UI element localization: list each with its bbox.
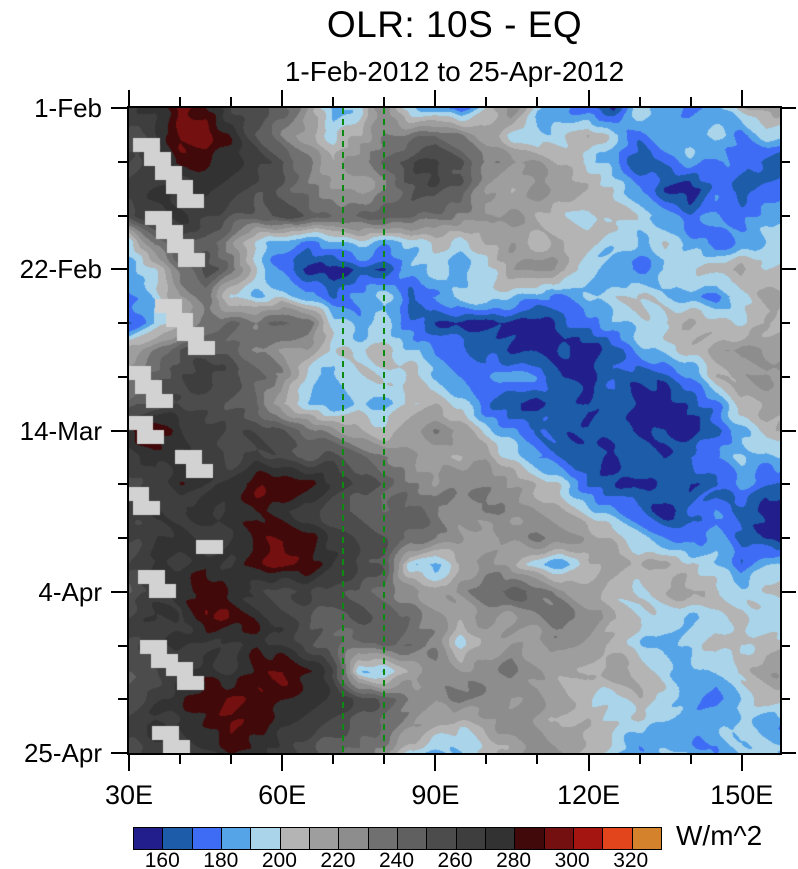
y-major-tick xyxy=(111,429,127,432)
y-major-tick xyxy=(111,752,127,754)
colorbar-cell-6 xyxy=(308,828,339,849)
x-minor-tick xyxy=(332,97,335,106)
colorbar-cell-11 xyxy=(455,828,485,849)
y-major-tick xyxy=(782,268,796,271)
colorbar-tick-label-220: 220 xyxy=(320,849,356,869)
y-major-tick xyxy=(782,107,796,109)
x-major-tick xyxy=(128,90,130,106)
y-major-tick xyxy=(111,590,127,593)
colorbar-cell-8 xyxy=(367,828,397,849)
y-axis-label-25-apr: 25-Apr xyxy=(23,738,102,768)
colorbar-tick-label-280: 280 xyxy=(496,849,532,869)
y-axis-label-22-feb: 22-Feb xyxy=(19,254,102,285)
colorbar-tick-label-260: 260 xyxy=(437,849,473,869)
x-minor-tick xyxy=(383,97,386,106)
y-minor-tick xyxy=(782,322,790,324)
x-major-tick xyxy=(740,755,743,771)
x-minor-tick xyxy=(230,97,233,106)
x-axis-label-90e: 90E xyxy=(411,780,460,810)
colorbar-cell-12 xyxy=(484,828,515,849)
x-minor-tick xyxy=(485,755,488,764)
plot-frame xyxy=(127,106,782,755)
colorbar-cell-1 xyxy=(162,828,192,849)
y-major-tick xyxy=(111,268,127,271)
x-axis-label-120e: 120E xyxy=(556,780,621,810)
colorbar-cell-9 xyxy=(396,828,427,849)
colorbar-cell-16 xyxy=(602,828,632,849)
x-minor-tick xyxy=(689,97,692,106)
y-axis-label-14-mar: 14-Mar xyxy=(19,415,102,446)
y-minor-tick xyxy=(118,160,127,163)
x-axis-label-30e: 30E xyxy=(104,780,154,810)
y-minor-tick xyxy=(782,375,790,378)
x-major-tick xyxy=(128,755,130,771)
y-minor-tick xyxy=(118,375,127,378)
colorbar-cell-13 xyxy=(514,828,544,849)
plot-subtitle: 1-Feb-2012 to 25-Apr-2012 xyxy=(284,56,625,87)
page-title: OLR: 10S - EQ xyxy=(326,4,583,45)
x-minor-tick xyxy=(179,97,182,106)
y-minor-tick xyxy=(118,537,127,539)
colorbar-tick-label-180: 180 xyxy=(203,849,239,869)
x-axis-label-60e: 60E xyxy=(258,780,307,810)
colorbar-tick-label-200: 200 xyxy=(261,849,297,869)
x-minor-tick xyxy=(536,755,539,764)
colorbar-unit-label: W/m^2 xyxy=(676,820,763,851)
colorbar-cell-0 xyxy=(134,828,163,849)
x-minor-tick xyxy=(638,755,641,764)
x-major-tick xyxy=(434,755,437,771)
colorbar xyxy=(133,827,662,850)
x-major-tick xyxy=(587,90,590,106)
y-major-tick xyxy=(782,752,796,754)
y-minor-tick xyxy=(782,483,790,486)
y-minor-tick xyxy=(782,698,790,701)
colorbar-tick-label-240: 240 xyxy=(378,849,415,869)
colorbar-cell-5 xyxy=(279,828,309,849)
y-axis-label-1-feb: 1-Feb xyxy=(34,93,102,123)
olr-field-canvas xyxy=(129,108,780,753)
colorbar-tick-label-160: 160 xyxy=(144,849,180,869)
colorbar-cell-10 xyxy=(426,828,456,849)
x-minor-tick xyxy=(485,97,488,106)
x-major-tick xyxy=(281,755,284,771)
x-minor-tick xyxy=(332,755,335,764)
reference-line-80e xyxy=(383,108,386,753)
x-minor-tick xyxy=(638,97,641,106)
colorbar-tick-label-320: 320 xyxy=(613,849,649,869)
x-major-tick xyxy=(587,755,590,771)
y-major-tick xyxy=(111,107,127,109)
y-minor-tick xyxy=(782,644,790,647)
x-major-tick xyxy=(740,90,743,106)
x-major-tick xyxy=(281,90,284,106)
colorbar-cell-2 xyxy=(191,828,221,849)
colorbar-tick-label-300: 300 xyxy=(554,849,590,869)
reference-line-72e xyxy=(342,108,345,753)
y-minor-tick xyxy=(118,698,127,701)
y-minor-tick xyxy=(118,214,127,217)
y-major-tick xyxy=(782,429,796,432)
y-minor-tick xyxy=(118,483,127,486)
y-axis-label-4-apr: 4-Apr xyxy=(38,576,102,607)
y-major-tick xyxy=(782,590,796,593)
x-minor-tick xyxy=(230,755,233,764)
colorbar-cell-15 xyxy=(572,828,603,849)
colorbar-cell-17 xyxy=(631,828,661,849)
colorbar-cell-4 xyxy=(250,828,280,849)
x-axis-label-150e: 150E xyxy=(710,780,774,810)
y-minor-tick xyxy=(118,322,127,324)
y-minor-tick xyxy=(782,214,790,217)
y-minor-tick xyxy=(118,644,127,647)
x-major-tick xyxy=(434,90,437,106)
x-minor-tick xyxy=(689,755,692,764)
colorbar-cell-7 xyxy=(338,828,368,849)
colorbar-cell-3 xyxy=(220,828,251,849)
x-minor-tick xyxy=(383,755,386,764)
colorbar-cell-14 xyxy=(543,828,573,849)
x-minor-tick xyxy=(536,97,539,106)
y-minor-tick xyxy=(782,537,790,539)
x-minor-tick xyxy=(179,755,182,764)
y-minor-tick xyxy=(782,160,790,163)
